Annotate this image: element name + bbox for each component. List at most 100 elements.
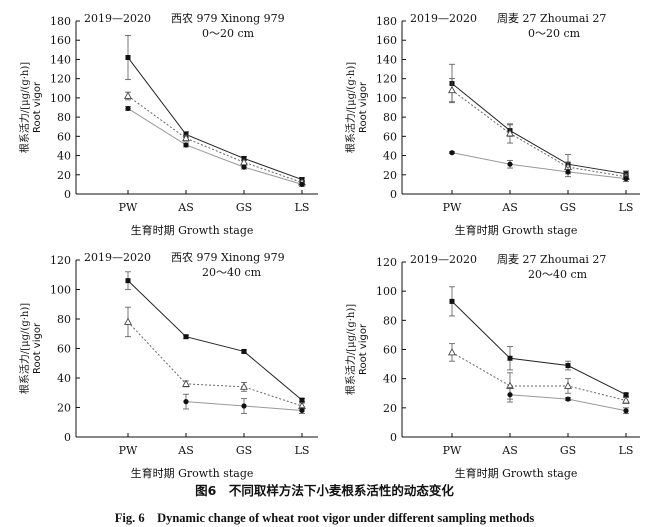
y-axis-label: 根系活力/[μg/(g·h)]	[18, 303, 31, 394]
y-tick-label: 40	[383, 373, 397, 386]
y-tick-label: 120	[376, 73, 397, 86]
series-line	[451, 152, 627, 180]
data-point-square	[183, 334, 189, 340]
data-point-square	[125, 55, 131, 61]
data-point-circle	[299, 181, 305, 187]
y-tick-label: 120	[376, 256, 397, 269]
y-tick-label: 140	[376, 53, 397, 66]
data-point-triangle	[182, 133, 190, 142]
y-axis-label-secondary: Root vigor	[32, 81, 43, 133]
y-tick-label: 100	[376, 285, 397, 298]
data-point-square	[507, 355, 513, 361]
y-tick-label: 80	[57, 111, 71, 124]
y-tick-label: 140	[50, 53, 71, 66]
x-axis-label: 生育时期 Growth stage	[455, 466, 578, 480]
y-axis-label-secondary: Root vigor	[32, 322, 43, 374]
y-tick-label: 60	[57, 130, 71, 143]
y-axis-label: 根系活力/[μg/(g·h)]	[344, 62, 357, 153]
panel-title: 西农 979 Xinong 979	[171, 11, 285, 25]
x-tick-label-gs: GS	[560, 444, 576, 457]
y-tick-label: 0	[390, 431, 397, 444]
data-point-square	[565, 363, 571, 369]
x-tick-label-gs: GS	[236, 444, 252, 457]
panel-title: 周麦 27 Zhoumai 27	[497, 253, 606, 266]
caption-english: Fig. 6 Dynamic change of wheat root vigo…	[114, 511, 535, 525]
y-tick-label: 40	[57, 150, 71, 163]
y-tick-label: 60	[383, 344, 397, 357]
data-point-triangle	[448, 85, 456, 94]
chart-panel-2: 0 20 40 60 80 100 120 140 160 180 PW AS GS LS 2019—202…	[344, 12, 640, 237]
data-point-square	[299, 397, 305, 403]
y-tick-label: 100	[376, 92, 397, 105]
series-line	[127, 57, 303, 181]
data-point-circle	[183, 142, 189, 148]
chart-panel-3: 0 20 40 60 80 100 120 PW AS GS LS 2019—2020 西农 979 X…	[18, 250, 318, 480]
y-tick-label: 60	[383, 130, 397, 143]
series-1	[449, 63, 629, 178]
series-line	[451, 301, 627, 396]
panel-subtitle: 20～40 cm	[528, 268, 588, 281]
data-point-triangle	[124, 91, 132, 99]
series-3	[507, 387, 629, 415]
y-tick-label: 40	[383, 150, 397, 163]
series-3	[449, 150, 629, 182]
data-point-triangle	[182, 379, 190, 387]
y-tick-label: 120	[50, 254, 71, 267]
panel-title: 西农 979 Xinong 979	[171, 250, 285, 264]
data-point-triangle	[240, 382, 248, 390]
data-point-circle	[623, 408, 629, 414]
panel-title: 周麦 27 Zhoumai 27	[497, 12, 606, 25]
data-point-circle	[623, 176, 629, 182]
figure-captions: 图6 不同取样方法下小麦根系活性的动态变化 Fig. 6 Dynamic cha…	[0, 480, 649, 526]
series-line	[127, 280, 303, 401]
y-tick-label: 180	[376, 15, 397, 28]
y-axis-label-secondary: Root vigor	[358, 323, 369, 375]
x-tick-label-as: AS	[177, 444, 193, 457]
x-tick-label-gs: GS	[560, 201, 576, 214]
data-point-circle	[565, 396, 571, 402]
data-point-square	[449, 298, 455, 304]
x-axis-label: 生育时期 Growth stage	[131, 223, 254, 237]
data-point-square	[623, 392, 629, 398]
y-tick-label: 20	[383, 169, 397, 182]
x-tick-label-ls: LS	[295, 201, 310, 214]
caption-chinese: 图6 不同取样方法下小麦根系活性的动态变化	[195, 483, 454, 498]
panel-subtitle: 20～40 cm	[202, 266, 262, 279]
y-tick-label: 160	[50, 34, 71, 47]
y-tick-label: 160	[376, 34, 397, 47]
data-point-circle	[507, 392, 513, 398]
panel-subtitle: 0～20 cm	[202, 27, 255, 40]
data-point-triangle	[124, 317, 132, 325]
y-tick-label: 0	[390, 188, 397, 201]
data-point-triangle	[506, 128, 514, 137]
y-tick-label: 20	[383, 402, 397, 415]
data-point-square	[241, 348, 247, 354]
panel-year: 2019—2020	[410, 253, 477, 266]
y-tick-label: 0	[64, 188, 71, 201]
data-point-circle	[299, 407, 305, 414]
x-axis-label: 生育时期 Growth stage	[131, 466, 254, 480]
y-tick-label: 100	[50, 92, 71, 105]
y-tick-label: 0	[64, 431, 71, 444]
x-tick-label-ls: LS	[295, 444, 310, 457]
data-point-triangle	[448, 347, 456, 356]
x-tick-label-pw: PW	[443, 201, 462, 214]
series-3	[125, 105, 305, 187]
x-tick-label-as: AS	[177, 201, 193, 214]
series-line	[451, 351, 627, 402]
data-point-circle	[565, 169, 571, 175]
y-tick-label: 120	[50, 73, 71, 86]
series-line	[127, 95, 303, 183]
series-2	[448, 343, 630, 404]
series-1	[125, 271, 305, 403]
y-tick-label: 80	[57, 313, 71, 326]
y-tick-label: 40	[57, 372, 71, 385]
chart-panel-1: 0 20 40 60 80 100 120 140 160 180 PW AS GS LS 2019—202…	[18, 11, 318, 237]
y-tick-label: 80	[383, 111, 397, 124]
x-tick-label-pw: PW	[443, 444, 462, 457]
series-2	[448, 78, 630, 180]
x-tick-label-pw: PW	[119, 444, 138, 457]
y-tick-label: 20	[57, 169, 71, 182]
x-tick-label-as: AS	[501, 201, 517, 214]
